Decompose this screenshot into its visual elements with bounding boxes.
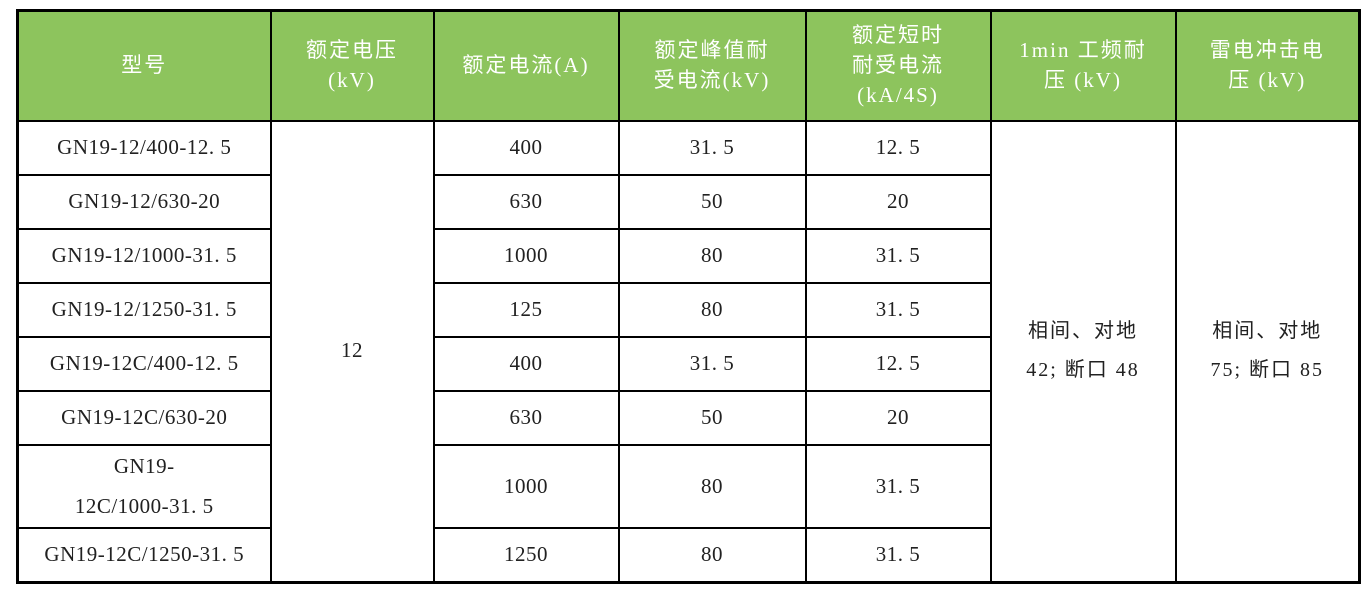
table-row: GN19-12/1250-31. 5 125 80 31. 5 bbox=[16, 281, 1360, 338]
table-header: 型号 额定电压 (kV) 额定电流(A) 额定峰值耐 受电流(kV) 额定短时 … bbox=[16, 9, 1361, 122]
header-rated-current: 额定电流(A) bbox=[432, 9, 620, 122]
model-cell: GN19- 12C/1000-31. 5 bbox=[16, 443, 272, 530]
rated-current-cell: 1000 bbox=[432, 443, 620, 530]
spec-table-container: 型号 额定电压 (kV) 额定电流(A) 额定峰值耐 受电流(kV) 额定短时 … bbox=[16, 9, 1361, 584]
short-time-current-cell: 31. 5 bbox=[804, 527, 992, 584]
model-cell: GN19-12/630-20 bbox=[16, 173, 272, 230]
rated-voltage-merged-cell: 12 bbox=[269, 119, 435, 584]
table-row: GN19-12C/630-20 630 50 20 bbox=[16, 389, 1360, 446]
rated-current-cell: 630 bbox=[432, 173, 620, 230]
model-cell: GN19-12/400-12. 5 bbox=[16, 119, 272, 176]
peak-current-cell: 50 bbox=[617, 389, 807, 446]
rated-current-cell: 1000 bbox=[432, 227, 620, 284]
model-cell: GN19-12C/630-20 bbox=[16, 389, 272, 446]
rated-current-cell: 400 bbox=[432, 119, 620, 176]
switch-spec-table: 型号 额定电压 (kV) 额定电流(A) 额定峰值耐 受电流(kV) 额定短时 … bbox=[16, 9, 1361, 584]
table-row: GN19-12/1000-31. 5 1000 80 31. 5 bbox=[16, 227, 1360, 284]
model-cell: GN19-12C/1250-31. 5 bbox=[16, 527, 272, 584]
header-power-frequency-withstand-voltage: 1min 工频耐 压 (kV) bbox=[989, 9, 1177, 122]
peak-current-cell: 80 bbox=[617, 281, 807, 338]
short-time-current-cell: 12. 5 bbox=[804, 119, 992, 176]
peak-current-cell: 80 bbox=[617, 527, 807, 584]
model-cell: GN19-12C/400-12. 5 bbox=[16, 335, 272, 392]
peak-current-cell: 80 bbox=[617, 443, 807, 530]
short-time-current-cell: 20 bbox=[804, 389, 992, 446]
peak-current-cell: 31. 5 bbox=[617, 119, 807, 176]
rated-current-cell: 1250 bbox=[432, 527, 620, 584]
peak-current-cell: 80 bbox=[617, 227, 807, 284]
model-cell: GN19-12/1250-31. 5 bbox=[16, 281, 272, 338]
header-lightning-impulse-voltage: 雷电冲击电 压 (kV) bbox=[1174, 9, 1361, 122]
rated-current-cell: 630 bbox=[432, 389, 620, 446]
table-row: GN19-12C/1250-31. 5 1250 80 31. 5 bbox=[16, 527, 1360, 584]
short-time-current-cell: 20 bbox=[804, 173, 992, 230]
short-time-current-cell: 31. 5 bbox=[804, 227, 992, 284]
header-model: 型号 bbox=[16, 9, 272, 122]
table-row: GN19-12C/400-12. 5 400 31. 5 12. 5 bbox=[16, 335, 1360, 392]
table-row: GN19- 12C/1000-31. 5 1000 80 31. 5 bbox=[16, 443, 1360, 530]
short-time-current-cell: 31. 5 bbox=[804, 443, 992, 530]
header-rated-voltage: 额定电压 (kV) bbox=[269, 9, 435, 122]
peak-current-cell: 50 bbox=[617, 173, 807, 230]
peak-current-cell: 31. 5 bbox=[617, 335, 807, 392]
short-time-current-cell: 12. 5 bbox=[804, 335, 992, 392]
rated-current-cell: 400 bbox=[432, 335, 620, 392]
header-peak-withstand-current: 额定峰值耐 受电流(kV) bbox=[617, 9, 807, 122]
short-time-current-cell: 31. 5 bbox=[804, 281, 992, 338]
rated-current-cell: 125 bbox=[432, 281, 620, 338]
table-row: GN19-12/400-12. 5 12 400 31. 5 12. 5 相间、… bbox=[16, 119, 1361, 584]
header-short-time-withstand-current: 额定短时 耐受电流 (kA/4S) bbox=[804, 9, 992, 122]
model-cell: GN19-12/1000-31. 5 bbox=[16, 227, 272, 284]
power-frequency-withstand-merged-cell: 相间、对地 42; 断口 48 bbox=[989, 119, 1177, 584]
table-body: GN19-12/400-12. 5 12 400 31. 5 12. 5 相间、… bbox=[16, 119, 1361, 584]
lightning-impulse-merged-cell: 相间、对地 75; 断口 85 bbox=[1174, 119, 1361, 584]
table-row: GN19-12/630-20 630 50 20 bbox=[16, 173, 1360, 230]
header-row: 型号 额定电压 (kV) 额定电流(A) 额定峰值耐 受电流(kV) 额定短时 … bbox=[16, 9, 1361, 122]
